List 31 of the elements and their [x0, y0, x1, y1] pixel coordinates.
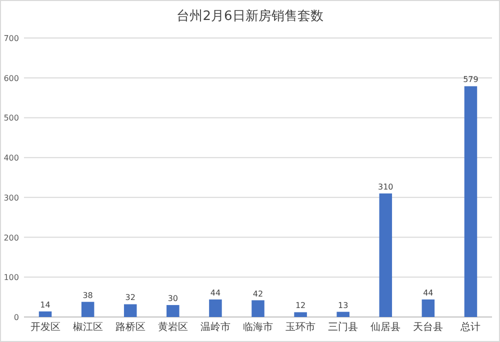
xtick: 开发区	[30, 322, 60, 333]
xtick: 三门县	[328, 322, 358, 333]
xtick: 温岭市	[200, 322, 230, 333]
data-label: 579	[463, 75, 478, 84]
data-label: 12	[295, 301, 306, 310]
data-label: 42	[252, 289, 264, 298]
ytick: 300	[4, 193, 19, 202]
xtick: 黄岩区	[158, 322, 188, 333]
xtick: 天台县	[413, 322, 444, 333]
xtick: 椒江区	[72, 322, 103, 333]
data-label: 30	[168, 294, 178, 304]
data-label: 44	[423, 288, 434, 298]
ytick: 100	[4, 273, 19, 282]
ytick: 500	[4, 114, 19, 123]
data-label: 310	[378, 182, 394, 192]
xtick: 路桥区	[115, 322, 146, 333]
ytick: 400	[4, 154, 19, 163]
data-label: 32	[125, 293, 136, 302]
data-label: 14	[40, 300, 50, 310]
ytick: 200	[4, 233, 19, 242]
data-label: 38	[82, 290, 93, 300]
xtick: 玉环市	[286, 322, 316, 333]
data-label: 44	[210, 288, 221, 298]
xtick: 仙居县	[370, 322, 401, 333]
data-label: 13	[338, 300, 348, 310]
xtick: 临海市	[243, 322, 273, 333]
ytick: 0	[14, 313, 19, 322]
ytick: 700	[4, 34, 19, 43]
title: 台州2月6日新房销售套数	[176, 9, 324, 24]
ytick: 600	[4, 74, 19, 83]
xtick: 总计	[460, 322, 481, 333]
